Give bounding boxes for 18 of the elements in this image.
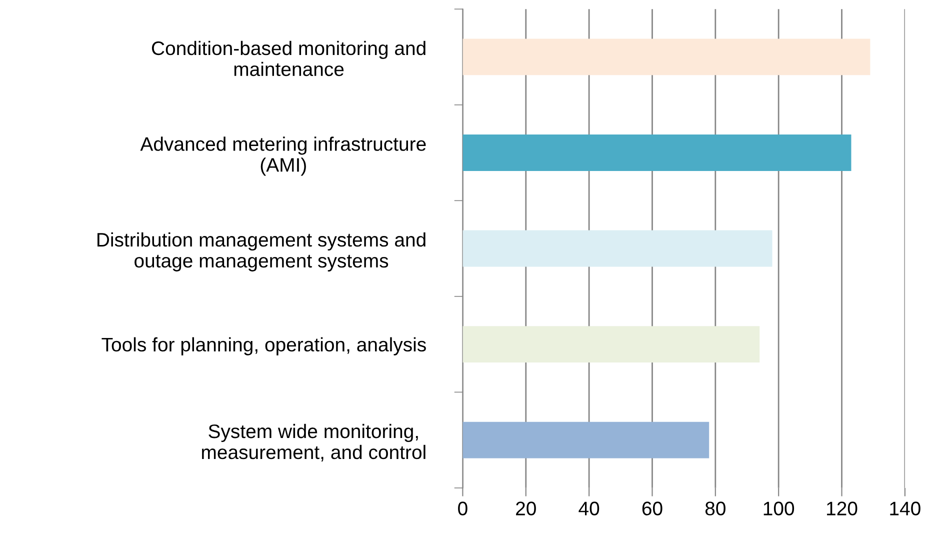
x-tick-label: 140 (890, 502, 920, 516)
x-tick-label: 0 (458, 502, 468, 516)
x-tick-label: 120 (827, 502, 858, 516)
y-tick-label: Condition-based monitoring and maintenance (152, 40, 426, 76)
x-tick-label: 60 (642, 502, 662, 516)
bar (462, 230, 772, 267)
x-tick-label: 80 (705, 502, 726, 516)
x-tick-label: 20 (516, 502, 536, 516)
bar (462, 38, 870, 76)
bar (462, 326, 760, 362)
bar (462, 422, 710, 458)
bar (462, 134, 852, 171)
y-tick-label: Advanced metering infrastructure (AMI) (140, 136, 426, 176)
y-tick-label: Distribution management systems and outage management systems (98, 232, 426, 272)
y-tick-label: Tools for planning, operation, analysis (102, 337, 426, 356)
y-tick-label: System wide monitoring, measurement, and control (202, 424, 426, 462)
x-tick-label: 100 (764, 502, 794, 516)
x-tick-label: 40 (578, 502, 600, 516)
